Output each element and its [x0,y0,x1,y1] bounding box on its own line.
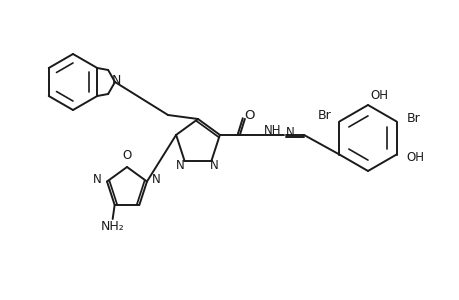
Text: N: N [176,159,185,172]
Text: O: O [122,149,131,162]
Text: N: N [111,74,120,86]
Text: NH: NH [263,124,281,137]
Text: N: N [210,159,218,172]
Text: N: N [285,126,294,140]
Text: NH₂: NH₂ [101,220,124,233]
Text: O: O [244,110,255,122]
Text: Br: Br [317,109,330,122]
Text: N: N [93,173,102,186]
Text: OH: OH [406,151,424,164]
Text: Br: Br [406,112,420,125]
Text: OH: OH [369,88,387,101]
Text: N: N [151,173,160,186]
